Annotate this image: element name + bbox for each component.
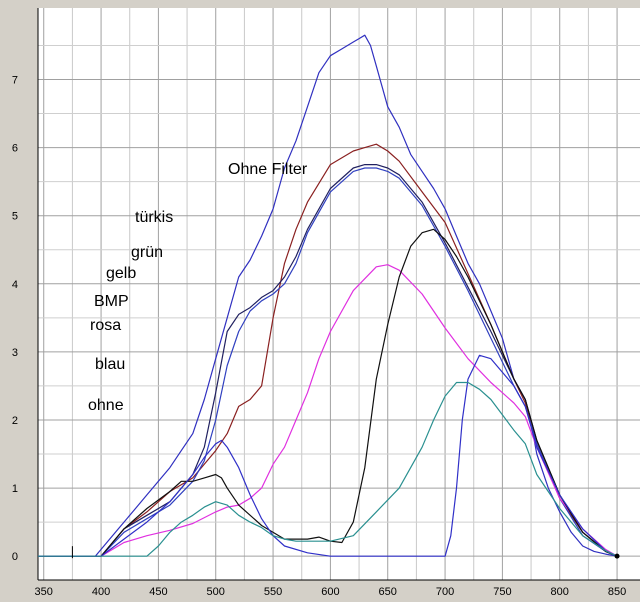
x-tick-label: 700 — [436, 586, 454, 598]
series-line-8 — [38, 381, 618, 557]
y-tick-label: 5 — [12, 211, 18, 223]
series-line-5 — [38, 264, 618, 557]
x-tick-label: 750 — [493, 586, 511, 598]
y-tick-label: 6 — [12, 143, 18, 155]
label-rosa: rosa — [90, 317, 121, 334]
y-tick-label: 7 — [12, 75, 18, 87]
series-line-6 — [38, 228, 618, 557]
y-tick-label: 0 — [12, 551, 18, 563]
plot-background — [38, 8, 640, 580]
tick-labels: 350 400 450 500 550 600 650 700 750 800 850 0 1 2 3 4 5 6… — [12, 75, 626, 599]
label-ohne: ohne — [88, 397, 124, 414]
label-tuerkis: türkis — [135, 209, 173, 226]
x-tick-label: 450 — [149, 586, 167, 598]
x-tick-label: 400 — [92, 586, 110, 598]
x-tick-label: 850 — [608, 586, 626, 598]
series-labels: Ohne Filter türkis grün gelb BMP rosa bl… — [88, 161, 308, 414]
y-tick-label: 2 — [12, 415, 18, 427]
x-tick-label: 600 — [321, 586, 339, 598]
series-lines — [38, 34, 620, 559]
end-point-marker — [614, 553, 620, 559]
label-ohne-filter: Ohne Filter — [228, 161, 308, 178]
x-tick-label: 800 — [551, 586, 569, 598]
label-gelb: gelb — [106, 265, 136, 282]
x-tick-label: 550 — [264, 586, 282, 598]
y-tick-label: 4 — [12, 279, 18, 291]
x-tick-label: 650 — [379, 586, 397, 598]
series-line-7 — [38, 354, 618, 557]
y-tick-label: 1 — [12, 483, 18, 495]
label-bmp: BMP — [94, 293, 129, 310]
x-tick-label: 500 — [207, 586, 225, 598]
label-blau: blau — [95, 356, 125, 373]
label-gruen: grün — [131, 244, 163, 261]
y-tick-label: 3 — [12, 347, 18, 359]
x-tick-label: 350 — [35, 586, 53, 598]
